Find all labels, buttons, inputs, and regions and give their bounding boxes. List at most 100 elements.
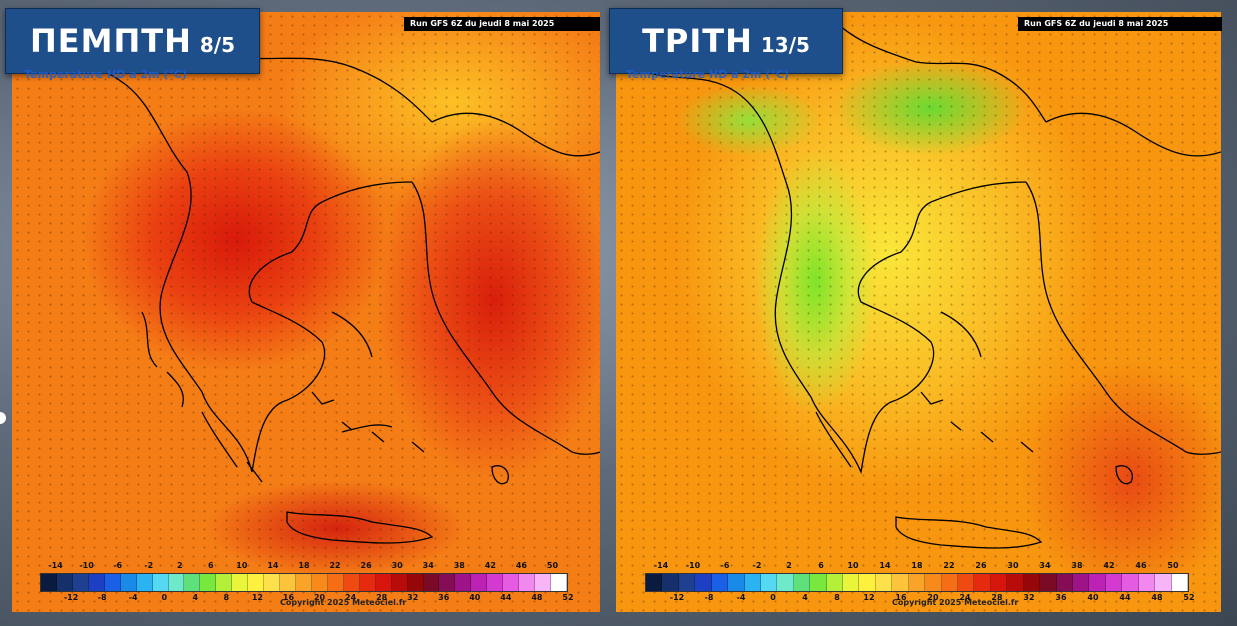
scale-tick-label: -2	[144, 561, 154, 570]
scale-tick-label: 50	[1167, 561, 1179, 570]
greece-coastline-map	[645, 21, 1221, 549]
day-date: 8/5	[199, 33, 235, 57]
scale-tick-label: 14	[267, 561, 279, 570]
scale-color-swatch	[1105, 574, 1123, 591]
scale-color-swatch	[843, 574, 860, 591]
copyright-text: Copyright 2025 Meteociel.fr	[280, 598, 407, 607]
greece-coastline-map	[12, 21, 600, 544]
temperature-value-grid	[12, 12, 600, 612]
scale-tick-label: 2	[786, 561, 792, 570]
copyright-text: Copyright 2025 Meteociel.fr	[892, 598, 1019, 607]
scale-color-swatch	[41, 574, 57, 591]
scale-color-swatch	[423, 574, 440, 591]
scale-color-swatch	[327, 574, 344, 591]
scale-color-swatch	[391, 574, 408, 591]
scale-tick-label: 36	[1055, 593, 1067, 602]
day-name: ΠΕΜΠΤΗ	[29, 22, 192, 60]
scale-color-swatch	[744, 574, 761, 591]
scale-tick-label: 0	[161, 593, 168, 602]
scale-tick-label: 44	[1119, 593, 1131, 602]
scale-tick-label: 34	[1039, 561, 1051, 570]
scale-color-swatch	[439, 574, 456, 591]
scale-tick-label: -12	[63, 593, 79, 602]
model-run-label: Run GFS 6Z du jeudi 8 mai 2025	[1018, 17, 1222, 31]
scale-color-swatch	[519, 574, 536, 591]
model-run-label: Run GFS 6Z du jeudi 8 mai 2025	[404, 17, 600, 31]
scale-color-swatch	[892, 574, 909, 591]
scale-color-swatch	[695, 574, 712, 591]
day-name: ΤΡΙΤΗ	[642, 22, 753, 60]
scale-tick-label: 34	[422, 561, 434, 570]
scale-tick-label: 52	[1183, 593, 1195, 602]
scale-color-swatch	[974, 574, 991, 591]
scale-color-swatch	[232, 574, 249, 591]
scale-tick-label: -6	[720, 561, 730, 570]
scale-color-swatch	[264, 574, 281, 591]
scale-color-swatch	[1056, 574, 1073, 591]
scale-color-swatch	[471, 574, 488, 591]
scale-tick-label: 42	[1103, 561, 1115, 570]
scale-tick-label: 16	[895, 593, 907, 602]
scale-color-swatch	[72, 574, 89, 591]
scale-color-swatch	[958, 574, 975, 591]
scale-tick-label: 14	[879, 561, 891, 570]
scale-color-swatch	[311, 574, 328, 591]
scale-color-swatch	[777, 574, 794, 591]
side-indicator	[0, 412, 6, 424]
scale-tick-label: 38	[453, 561, 465, 570]
scale-color-swatch	[455, 574, 472, 591]
scale-tick-label: 48	[531, 593, 543, 602]
scale-tick-label: 12	[863, 593, 875, 602]
scale-tick-label: 8	[223, 593, 230, 602]
day-title-left: ΠΕΜΠΤΗ 8/5	[5, 8, 260, 74]
scale-tick-label: 50	[546, 561, 559, 570]
scale-tick-label: 30	[1007, 561, 1019, 570]
scale-color-swatch	[375, 574, 392, 591]
scale-tick-label: 20	[927, 593, 939, 602]
variable-label: Temperature HD a 2m (°C)	[626, 68, 789, 81]
scale-tick-label: 6	[208, 561, 214, 570]
scale-tick-label: 18	[298, 561, 310, 570]
scale-tick-label: 40	[1087, 593, 1099, 602]
day-date: 13/5	[760, 33, 810, 57]
scale-color-swatch	[535, 574, 551, 591]
scale-tick-label: 6	[818, 561, 824, 570]
scale-top-labels: -14 -10 -6 -2 2 6 10 14 18 22 26 30 34 38 42 46 50	[40, 561, 568, 571]
scale-tick-label: 10	[847, 561, 859, 570]
scale-color-swatch	[136, 574, 153, 591]
scale-color-swatch	[662, 574, 679, 591]
scale-color-swatch	[152, 574, 169, 591]
scale-color-swatch	[168, 574, 185, 591]
scale-color-swatch	[826, 574, 844, 591]
scale-color-swatch	[875, 574, 893, 591]
scale-color-swatch	[200, 574, 217, 591]
scale-tick-label: 44	[500, 593, 512, 602]
scale-tick-label: 18	[911, 561, 923, 570]
scale-tick-label: 28	[991, 593, 1003, 602]
scale-tick-label: 32	[1023, 593, 1035, 602]
scale-tick-label: -10	[685, 561, 701, 570]
scale-color-swatch	[1122, 574, 1139, 591]
scale-tick-label: 26	[360, 561, 372, 570]
scale-color-swatch	[216, 574, 233, 591]
scale-color-swatch	[407, 574, 424, 591]
scale-tick-label: 22	[943, 561, 955, 570]
scale-tick-label: 52	[562, 593, 574, 602]
scale-bottom-labels: -12 -8 -4 0 4 8 12 16 20 24 28 32 36 40 44 48 52	[40, 593, 574, 603]
scale-tick-label: 42	[484, 561, 496, 570]
temperature-color-scale: -14 -10 -6 -2 2 6 10 14 18 22 26 30 34 38 42 46 50 -12 -8…	[40, 561, 574, 605]
scale-color-swatch	[296, 574, 312, 591]
scale-tick-label: 24	[345, 593, 357, 602]
scale-color-swatch	[908, 574, 926, 591]
scale-color-bar	[40, 573, 568, 592]
scale-color-swatch	[551, 574, 567, 591]
map-panel-thursday	[12, 12, 600, 612]
scale-tick-label: 36	[438, 593, 450, 602]
scale-color-swatch	[711, 574, 729, 591]
scale-tick-label: 32	[407, 593, 419, 602]
scale-color-swatch	[1155, 574, 1172, 591]
scale-tick-label: 46	[1135, 561, 1147, 570]
scale-tick-label: 24	[959, 593, 971, 602]
scale-color-swatch	[56, 574, 73, 591]
scale-tick-label: 22	[329, 561, 341, 570]
